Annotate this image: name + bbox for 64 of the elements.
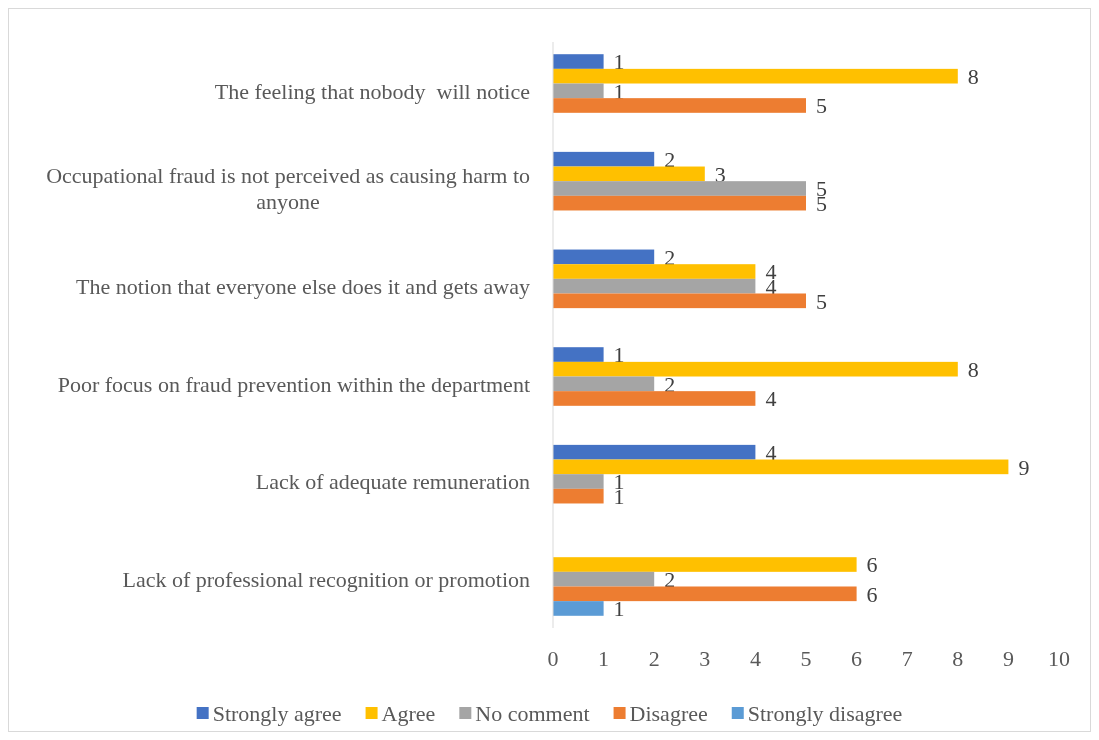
data-label: 4	[765, 439, 777, 465]
bar	[553, 488, 604, 504]
data-label: 6	[866, 552, 878, 578]
bar	[553, 181, 806, 196]
bar	[553, 586, 857, 602]
data-label: 6	[866, 581, 878, 607]
bar	[553, 278, 756, 294]
bar	[553, 571, 655, 587]
bar	[553, 264, 756, 279]
data-label: 2	[664, 566, 676, 592]
data-label: 3	[714, 161, 726, 187]
legend-label: No comment	[475, 700, 590, 726]
data-label: 9	[1018, 454, 1030, 480]
bar	[553, 474, 604, 489]
data-label: 8	[967, 63, 979, 89]
bar	[553, 601, 604, 616]
y-tick-label: Poor focus on fraud prevention within the department	[57, 371, 531, 397]
x-tick-label: 9	[1002, 645, 1014, 671]
bar	[553, 347, 604, 362]
bar	[553, 68, 958, 84]
data-label: 1	[613, 49, 625, 75]
bar	[553, 54, 604, 69]
bar	[553, 98, 806, 113]
bar	[553, 83, 604, 99]
data-label: 5	[816, 288, 827, 314]
x-tick-label: 6	[851, 645, 863, 671]
legend-label: Strongly disagree	[747, 700, 903, 726]
legend-label: Strongly agree	[212, 700, 342, 726]
legend-label: Disagree	[629, 700, 708, 726]
bar	[553, 361, 958, 377]
y-tick-label: The feeling that nobody will notice	[214, 78, 531, 104]
x-tick-label: 0	[547, 645, 559, 671]
y-tick-label: The notion that everyone else does it and gets away	[76, 273, 531, 299]
x-tick-label: 3	[699, 645, 711, 671]
x-tick-label: 2	[648, 645, 660, 671]
bar	[553, 557, 857, 572]
x-tick-label: 5	[800, 645, 812, 671]
bar	[553, 376, 655, 392]
data-label: 5	[816, 93, 827, 119]
y-tick-label: Lack of professional recognition or promotion	[122, 566, 531, 592]
bar	[553, 151, 655, 167]
bar	[553, 391, 756, 406]
data-label: 1	[613, 78, 625, 104]
bar	[553, 444, 756, 460]
y-tick-label: Lack of adequate remuneration	[255, 469, 530, 495]
data-label: 2	[664, 244, 676, 270]
data-label: 4	[765, 386, 777, 412]
x-tick-label: 8	[952, 645, 964, 671]
y-tick-label: Occupational fraud is not perceived as causing harm to anyone	[46, 163, 530, 215]
bar	[553, 166, 705, 182]
data-label: 2	[664, 371, 676, 397]
bar	[553, 293, 806, 309]
data-label: 2	[664, 146, 676, 172]
data-label: 1	[613, 596, 625, 622]
x-tick-label: 4	[749, 645, 761, 671]
data-label: 1	[613, 342, 625, 368]
bar	[553, 195, 806, 211]
legend-label: Agree	[381, 700, 436, 726]
data-label: 8	[967, 356, 979, 382]
x-tick-label: 10	[1048, 645, 1070, 671]
bar	[553, 249, 655, 265]
x-tick-label: 1	[598, 645, 610, 671]
bar	[553, 459, 1009, 475]
x-tick-label: 7	[901, 645, 913, 671]
